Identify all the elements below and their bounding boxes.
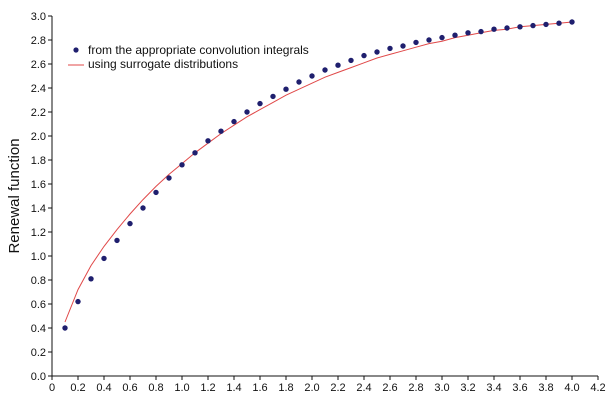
data-point-convolution [244,109,250,115]
data-point-convolution [361,52,367,59]
x-tick-label: 3.6 [512,382,527,394]
x-tick-label: 2.4 [356,382,371,394]
data-point-convolution [205,138,211,144]
x-tick-label: 0.8 [148,382,163,394]
x-ticks: 0 0.2 0.4 0.6 0.8 1.0 1.2 1.4 1.6 1.8 2.0 2.2 2.4 2.6… [49,376,606,394]
data-point-convolution [62,325,68,331]
data-point-convolution [231,118,237,125]
data-point-convolution [88,276,94,282]
y-tick-label: 1.0 [31,251,46,263]
x-tick-label: 2.8 [408,382,423,394]
x-tick-label: 1.4 [226,382,241,394]
data-point-convolution [491,26,497,32]
series [62,19,575,331]
data-point-convolution [400,43,406,49]
y-tick-label: 0.8 [31,275,46,287]
legend-marker-convolution [73,47,79,53]
x-tick-label: 1.2 [200,382,215,394]
x-tick-label: 0.4 [96,382,111,394]
data-point-convolution [478,28,484,35]
data-point-convolution [296,79,302,85]
y-tick-label: 1.4 [31,203,46,215]
x-tick-label: 3.2 [460,382,475,394]
x-tick-label: 3.4 [486,382,501,394]
data-point-convolution [530,22,536,29]
x-tick-label: 2.6 [382,382,397,394]
data-point-convolution [374,49,380,55]
data-point-convolution [348,57,354,64]
x-tick-label: 1.6 [252,382,267,394]
data-point-convolution [556,20,562,26]
data-point-convolution [426,37,432,43]
y-tick-label: 1.8 [31,155,46,167]
data-point-convolution [569,19,575,25]
y-tick-label: 1.2 [31,227,46,239]
data-point-convolution [179,162,185,168]
data-point-convolution [413,39,419,46]
data-point-convolution [465,30,471,36]
data-point-convolution [517,24,523,30]
data-point-convolution [387,45,393,52]
y-tick-label: 2.0 [31,131,46,143]
data-point-convolution [166,175,172,181]
data-point-convolution [309,73,315,79]
y-tick-label: 3.0 [31,11,46,23]
data-point-convolution [322,67,328,73]
y-tick-label: 0.6 [31,299,46,311]
legend-label-convolution: from the appropriate convolution integra… [88,43,309,57]
x-tick-label: 0.2 [70,382,85,394]
y-tick-label: 0.4 [31,323,46,335]
y-tick-label: 1.6 [31,179,46,191]
data-point-convolution [140,205,146,211]
data-point-convolution [75,298,81,305]
legend: from the appropriate convolution integra… [68,43,309,71]
series-line-surrogate [64,21,573,323]
data-point-convolution [257,100,263,107]
y-ticks: 0.0 0.2 0.4 0.6 0.8 1.0 1.2 1.4 1.6 1.8 2.0 2.2 2.4 2… [31,11,52,383]
y-tick-label: 2.4 [31,83,46,95]
legend-label-surrogate: using surrogate distributions [88,57,238,71]
x-tick-label: 0.6 [122,382,137,394]
data-point-convolution [218,128,224,134]
x-tick-label: 3.0 [434,382,449,394]
y-tick-label: 0.2 [31,347,46,359]
data-point-convolution [335,62,341,68]
data-point-convolution [283,86,289,92]
x-tick-label: 4.0 [564,382,579,394]
y-axis-title: Renewal function [6,138,23,253]
data-point-convolution [192,150,198,156]
x-tick-label: 4.2 [590,382,605,394]
x-tick-label: 2.0 [304,382,319,394]
y-tick-label: 0.0 [31,371,46,383]
y-tick-label: 2.6 [31,59,46,71]
data-point-convolution [543,21,549,28]
x-tick-label: 1.8 [278,382,293,394]
data-point-convolution [270,93,276,100]
data-point-convolution [114,237,120,244]
data-point-convolution [452,32,458,38]
x-tick-label: 0 [49,382,55,394]
data-point-convolution [127,220,133,227]
data-point-convolution [439,34,445,41]
data-point-convolution [504,25,510,31]
axes [51,16,598,377]
data-point-convolution [153,189,159,196]
x-tick-label: 1.0 [174,382,189,394]
x-tick-label: 3.8 [538,382,553,394]
data-point-convolution [101,255,107,262]
x-tick-label: 2.2 [330,382,345,394]
y-tick-label: 2.8 [31,35,46,47]
y-tick-label: 2.2 [31,107,46,119]
